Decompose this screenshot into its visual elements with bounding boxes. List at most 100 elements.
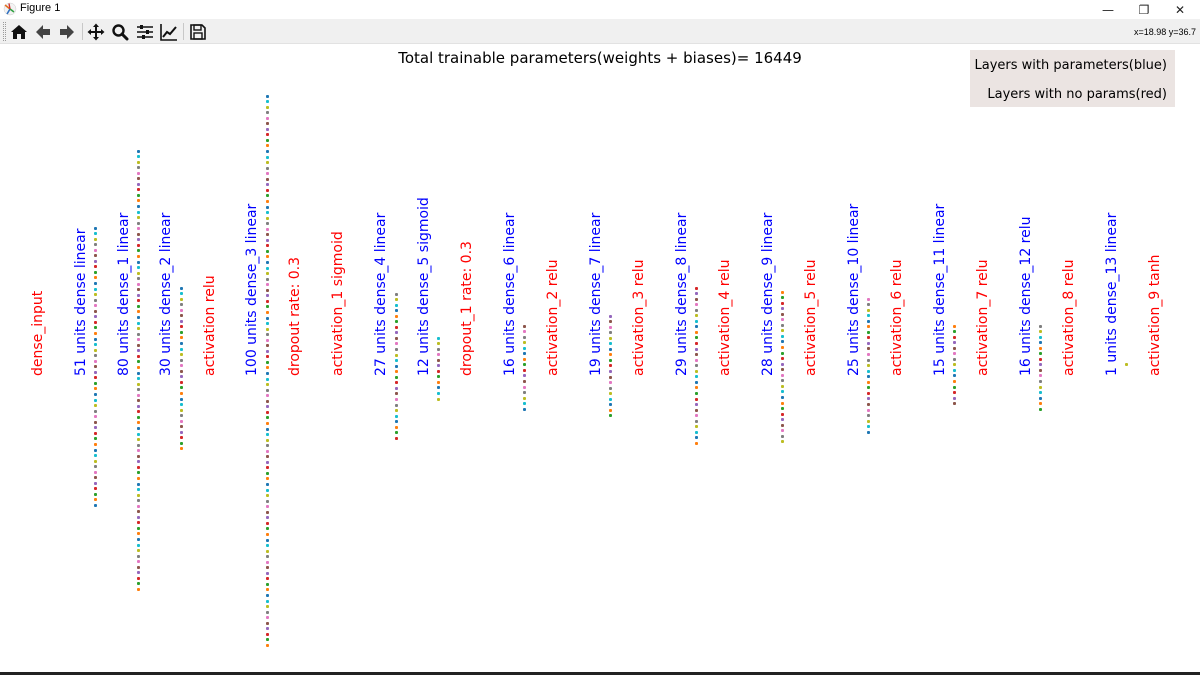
neuron-dot: [136, 432, 140, 436]
layer-label: 16 units dense_12 relu: [1018, 216, 1034, 376]
back-button[interactable]: [32, 21, 54, 43]
neuron-dot: [608, 342, 612, 346]
neuron-dot: [179, 353, 183, 357]
neuron-dot: [265, 333, 269, 337]
neuron-dot: [608, 392, 612, 396]
neuron-dot: [694, 297, 698, 301]
neuron-dot: [93, 415, 97, 419]
neuron-dot: [1038, 391, 1042, 395]
layer-label: activation_8 relu: [1061, 259, 1077, 376]
neuron-dot: [93, 254, 97, 258]
neuron-dot: [136, 277, 140, 281]
figure-canvas[interactable]: Total trainable parameters(weights + bia…: [0, 45, 1200, 672]
neuron-dot: [265, 377, 269, 381]
neuron-dot: [265, 577, 269, 581]
neuron-dot: [93, 487, 97, 491]
neuron-dot: [608, 358, 612, 362]
neuron-dot: [608, 364, 612, 368]
neuron-dot: [1038, 335, 1042, 339]
neuron-dot: [265, 111, 269, 115]
neuron-dot: [136, 238, 140, 242]
restore-button[interactable]: ❐: [1126, 0, 1162, 19]
neuron-dot: [780, 334, 784, 338]
neuron-dot: [136, 149, 140, 153]
restore-icon: ❐: [1138, 2, 1150, 17]
zoom-button[interactable]: [109, 21, 131, 43]
save-button[interactable]: [187, 21, 209, 43]
neuron-dot: [136, 299, 140, 303]
neuron-dot: [265, 388, 269, 392]
neuron-dot: [780, 423, 784, 427]
neuron-dot: [93, 232, 97, 236]
neuron-dot: [866, 402, 870, 406]
neuron-dot: [93, 387, 97, 391]
neuron-dot: [93, 476, 97, 480]
neuron-dot: [265, 138, 269, 142]
neuron-dot: [136, 316, 140, 319]
neuron-dot: [608, 320, 612, 324]
layer-label: 27 units dense_4 linear: [373, 212, 389, 376]
neuron-dot: [136, 560, 140, 564]
neuron-dot: [866, 430, 870, 434]
neuron-dot: [394, 431, 398, 435]
neuron-dot: [265, 233, 269, 237]
pan-button[interactable]: [85, 21, 107, 43]
neuron-dot: [93, 426, 97, 430]
neuron-dot: [866, 353, 870, 356]
neuron-dot: [522, 346, 526, 350]
neuron-dot: [136, 482, 140, 486]
configure-subplots-button[interactable]: [134, 21, 156, 43]
neuron-dot: [780, 329, 784, 333]
neuron-dot: [93, 287, 97, 291]
neuron-dot: [136, 332, 140, 336]
neuron-dot: [179, 419, 183, 423]
neuron-dot: [265, 105, 269, 109]
neuron-dot: [136, 438, 140, 442]
neuron-dot: [780, 357, 784, 361]
neuron-dot: [608, 386, 612, 390]
neuron-dot: [265, 582, 269, 586]
neuron-dot: [136, 155, 140, 159]
neuron-dot: [136, 421, 140, 425]
neuron-dot: [694, 397, 698, 401]
neuron-dot: [436, 342, 440, 346]
neuron-dot: [136, 465, 140, 469]
neuron-dot: [179, 342, 183, 345]
layer-label: dense_input: [30, 290, 46, 376]
neuron-dot: [265, 349, 269, 353]
layer-label: activation_1 sigmoid: [330, 231, 346, 376]
neuron-dot: [136, 338, 140, 342]
neuron-dot: [866, 397, 870, 401]
neuron-dot: [694, 358, 698, 362]
neuron-dot: [265, 366, 269, 370]
edit-axis-button[interactable]: [158, 21, 180, 43]
neuron-dot: [522, 330, 526, 334]
neuron-dot: [608, 397, 612, 401]
neuron-dot: [136, 177, 140, 181]
neuron-dot: [265, 272, 269, 276]
neuron-dot: [265, 555, 269, 559]
neuron-dot: [136, 365, 140, 369]
neuron-dot: [394, 364, 398, 368]
neuron-dot: [522, 385, 526, 389]
home-button[interactable]: [8, 21, 30, 43]
forward-button[interactable]: [56, 21, 78, 43]
neuron-dot: [866, 330, 870, 334]
neuron-dot: [952, 335, 956, 339]
neuron-dot: [265, 383, 269, 387]
minimize-button[interactable]: —: [1090, 0, 1126, 19]
neuron-dot: [394, 414, 398, 418]
neuron-dot: [1038, 380, 1042, 383]
neuron-dot: [93, 309, 97, 313]
move-icon: [87, 23, 105, 41]
neuron-dot: [136, 266, 140, 270]
close-button[interactable]: ✕: [1162, 0, 1198, 19]
matplotlib-logo-icon: [3, 2, 17, 16]
neuron-dot: [179, 391, 183, 395]
neuron-dot: [265, 427, 269, 431]
toolbar-grip[interactable]: [3, 22, 6, 41]
neuron-dot: [694, 292, 698, 296]
neuron-dot: [136, 160, 140, 164]
neuron-dot: [265, 410, 269, 414]
neuron-dot: [952, 374, 956, 378]
